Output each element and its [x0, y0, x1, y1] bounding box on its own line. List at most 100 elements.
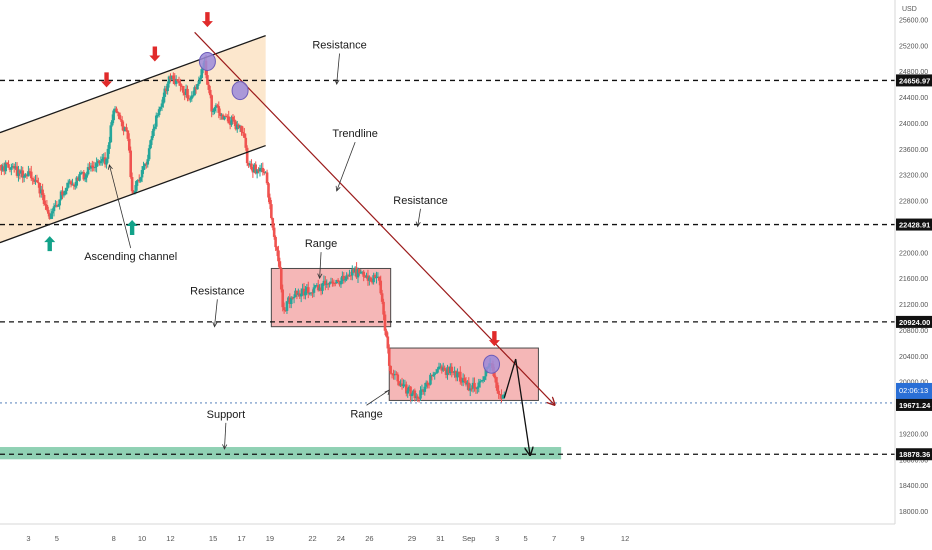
candle-body [136, 180, 140, 182]
annotation-label-5: Resistance [190, 285, 244, 297]
candle-body [112, 110, 115, 121]
candle-body [207, 84, 211, 90]
price-tick-label: 22000.00 [899, 250, 928, 257]
candle-body [143, 163, 147, 167]
candle-body [429, 374, 432, 385]
time-tick-label: 12 [621, 534, 629, 543]
candle-body [25, 174, 29, 177]
candle-body [0, 164, 3, 171]
time-tick-label: 7 [552, 534, 556, 543]
time-tick-label: 10 [138, 534, 146, 543]
time-tick-label: 22 [308, 534, 316, 543]
candle-body [264, 172, 267, 174]
candle-body [316, 285, 320, 291]
candle-body [282, 307, 286, 311]
candle-body [481, 379, 485, 381]
price-tick-label: 21200.00 [899, 302, 928, 309]
candle-body [193, 87, 196, 96]
candle-body [226, 116, 229, 118]
candle-body [444, 370, 448, 375]
price-tick-label: 18800.00 [899, 457, 928, 464]
candle-body [262, 172, 266, 174]
candle-body [270, 204, 273, 219]
candle-body [423, 386, 427, 392]
candle-body [305, 287, 309, 292]
candle-body [137, 180, 141, 182]
candle-body [288, 297, 292, 304]
candle-body [287, 297, 290, 302]
candle-body [245, 147, 249, 164]
candle-body [349, 275, 353, 277]
candle-body [346, 275, 350, 277]
candle-body [397, 381, 401, 386]
candle-body [503, 394, 506, 396]
candle-body [446, 367, 449, 375]
candle-body [88, 167, 91, 169]
candle-body [51, 211, 54, 214]
candle-body [294, 290, 297, 297]
candle-body [181, 85, 185, 93]
candle-body [420, 389, 424, 391]
candle-body [358, 269, 361, 274]
candle-body [187, 98, 191, 100]
candle-body [272, 227, 276, 237]
channel-upper-line [0, 34, 266, 134]
candle-body [326, 283, 330, 285]
candle-body [498, 393, 502, 395]
touch-point-2 [231, 81, 249, 101]
candle-body [152, 128, 155, 137]
candle-body [260, 167, 263, 169]
candle-body [170, 75, 174, 80]
candle-body [15, 166, 19, 176]
candle-body [208, 89, 212, 96]
candle-body [407, 386, 411, 391]
candle-body [318, 287, 321, 291]
time-tick-label: 3 [495, 534, 499, 543]
time-tick-label: 24 [337, 534, 345, 543]
candle-body [437, 366, 441, 370]
candle-body [29, 171, 33, 179]
candle-body [123, 127, 127, 132]
candle-body [271, 218, 275, 228]
candle-body [389, 365, 392, 374]
candle-body [382, 301, 385, 315]
annotation-pointer-head-3 [415, 221, 421, 228]
annotation-pointer-5 [214, 299, 218, 327]
candle-body [75, 177, 79, 186]
time-tick-label: Sep [462, 534, 475, 543]
candle-body [149, 140, 152, 149]
candle-body [228, 123, 232, 125]
time-tick-label: 5 [55, 534, 59, 543]
candle-body [227, 116, 231, 124]
candle-body [450, 366, 454, 372]
candle-body [92, 167, 96, 169]
signal-up-arrow-5 [44, 236, 56, 252]
candle-body [297, 293, 300, 295]
annotation-pointer-6 [109, 164, 132, 249]
candle-body [403, 384, 407, 386]
trendline [194, 31, 554, 404]
candle-body [81, 172, 84, 174]
annotation-pointer-head-4 [317, 273, 323, 280]
candle-body [130, 177, 134, 192]
level-price-tag-1 [896, 74, 932, 87]
candle-body [216, 105, 219, 107]
candle-body [454, 370, 458, 378]
candle-body [473, 382, 476, 389]
candle-body [257, 169, 260, 172]
candle-body [474, 388, 478, 390]
candle-body [431, 374, 435, 376]
candle-body [160, 103, 164, 108]
candle-body [45, 204, 49, 210]
annotations-layer: Resistance Trendline Resistance Range Resist… [84, 40, 448, 450]
candle-body [345, 275, 348, 280]
candle-body [115, 108, 118, 112]
candle-body [409, 386, 412, 397]
candle-body [329, 281, 333, 284]
candle-body [146, 159, 150, 165]
candle-body [20, 170, 23, 174]
candle-body [183, 92, 186, 95]
candle-body [230, 116, 233, 125]
